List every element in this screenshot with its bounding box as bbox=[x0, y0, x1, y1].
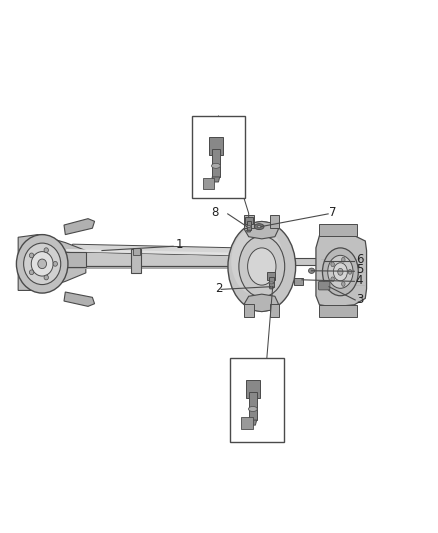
Text: 5: 5 bbox=[356, 263, 363, 277]
Text: 6: 6 bbox=[356, 253, 363, 266]
Text: 3: 3 bbox=[357, 293, 364, 305]
Polygon shape bbox=[66, 249, 258, 256]
Ellipse shape bbox=[338, 268, 343, 275]
Bar bbox=[244, 304, 254, 317]
Polygon shape bbox=[64, 292, 95, 306]
Polygon shape bbox=[244, 294, 279, 312]
Ellipse shape bbox=[328, 255, 353, 288]
Ellipse shape bbox=[248, 407, 257, 411]
FancyBboxPatch shape bbox=[318, 281, 330, 290]
Text: 4: 4 bbox=[356, 273, 363, 287]
Bar bbox=[209, 136, 223, 155]
Polygon shape bbox=[212, 177, 220, 182]
Polygon shape bbox=[316, 233, 367, 307]
Text: 8: 8 bbox=[212, 206, 219, 219]
Ellipse shape bbox=[333, 263, 347, 281]
Ellipse shape bbox=[38, 259, 46, 269]
Polygon shape bbox=[65, 252, 86, 266]
Bar bbox=[192, 116, 245, 198]
Bar bbox=[268, 272, 276, 280]
Ellipse shape bbox=[228, 222, 296, 311]
Ellipse shape bbox=[44, 275, 49, 280]
Bar bbox=[319, 224, 357, 236]
Bar bbox=[270, 304, 279, 317]
Ellipse shape bbox=[308, 268, 314, 273]
Ellipse shape bbox=[231, 227, 284, 296]
Ellipse shape bbox=[257, 225, 261, 228]
Polygon shape bbox=[294, 278, 303, 285]
Bar bbox=[133, 248, 140, 255]
Bar bbox=[269, 277, 274, 287]
Bar bbox=[319, 305, 357, 317]
Polygon shape bbox=[18, 235, 86, 290]
Bar bbox=[230, 358, 285, 442]
Ellipse shape bbox=[331, 262, 334, 266]
Bar bbox=[203, 178, 214, 189]
Ellipse shape bbox=[31, 252, 53, 276]
Ellipse shape bbox=[24, 243, 61, 285]
Text: 2: 2 bbox=[215, 282, 222, 295]
Polygon shape bbox=[269, 287, 274, 289]
Bar bbox=[247, 221, 251, 230]
Bar bbox=[244, 215, 254, 228]
Bar bbox=[246, 379, 260, 399]
Ellipse shape bbox=[212, 163, 220, 168]
Text: 1: 1 bbox=[175, 238, 183, 252]
Ellipse shape bbox=[16, 235, 68, 293]
Ellipse shape bbox=[239, 236, 285, 297]
Ellipse shape bbox=[53, 262, 57, 266]
Ellipse shape bbox=[322, 248, 358, 296]
Ellipse shape bbox=[29, 270, 34, 274]
Bar bbox=[131, 249, 141, 273]
Ellipse shape bbox=[342, 281, 345, 286]
Bar bbox=[270, 215, 279, 228]
Bar bbox=[212, 149, 220, 177]
Ellipse shape bbox=[331, 277, 334, 282]
Ellipse shape bbox=[29, 253, 34, 258]
Polygon shape bbox=[66, 244, 265, 256]
Ellipse shape bbox=[247, 248, 276, 285]
Polygon shape bbox=[66, 266, 258, 269]
Bar bbox=[249, 392, 257, 420]
Ellipse shape bbox=[342, 257, 345, 262]
Polygon shape bbox=[249, 420, 257, 425]
Polygon shape bbox=[294, 258, 318, 265]
Ellipse shape bbox=[269, 282, 274, 284]
Ellipse shape bbox=[44, 248, 49, 253]
Bar bbox=[245, 216, 253, 224]
Text: 7: 7 bbox=[329, 206, 337, 219]
Ellipse shape bbox=[246, 225, 251, 228]
Bar bbox=[241, 417, 253, 430]
Polygon shape bbox=[247, 230, 251, 232]
Polygon shape bbox=[244, 221, 279, 239]
Polygon shape bbox=[66, 252, 258, 266]
Ellipse shape bbox=[254, 224, 264, 230]
Polygon shape bbox=[64, 219, 95, 235]
Ellipse shape bbox=[348, 269, 352, 274]
